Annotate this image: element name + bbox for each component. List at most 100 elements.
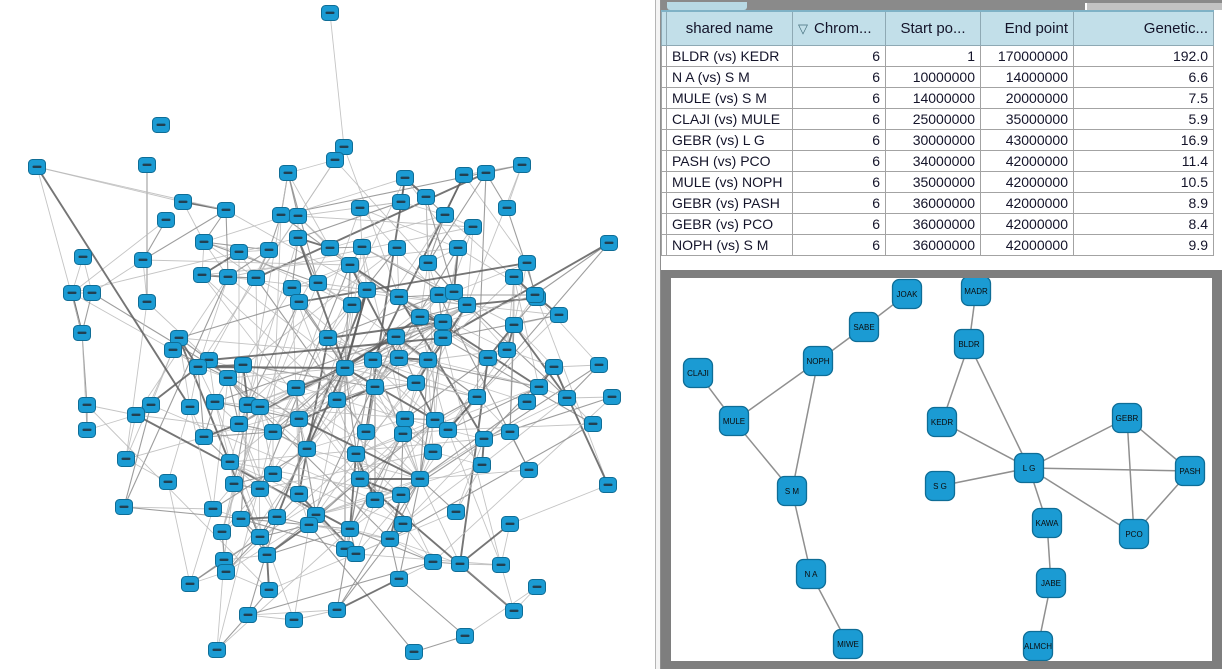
network-node-129[interactable] (300, 517, 318, 533)
network-node-151[interactable] (328, 602, 346, 618)
node-shape[interactable] (924, 470, 956, 502)
node-shape[interactable] (832, 628, 864, 660)
network-node-73[interactable] (479, 350, 497, 366)
network-node-84[interactable] (603, 389, 621, 405)
node-BLDR[interactable]: BLDR (953, 328, 985, 360)
network-node-105[interactable] (195, 429, 213, 445)
node-shape[interactable] (776, 475, 808, 507)
table-row[interactable]: MULE (vs) S M 6 14000000 20000000 7.5 (661, 86, 1214, 109)
network-node-57[interactable] (434, 314, 452, 330)
network-node-100[interactable] (475, 431, 493, 447)
network-node-132[interactable] (381, 531, 399, 547)
network-node-142[interactable] (456, 628, 474, 644)
network-node-29[interactable] (388, 240, 406, 256)
network-node-124[interactable] (115, 499, 133, 515)
network-node-34[interactable] (341, 257, 359, 273)
network-node-83[interactable] (558, 390, 576, 406)
network-node-99[interactable] (439, 422, 457, 438)
network-node-122[interactable] (447, 504, 465, 520)
network-node-53[interactable] (73, 325, 91, 341)
network-node-74[interactable] (545, 359, 563, 375)
network-node-40[interactable] (138, 294, 156, 310)
network-node-137[interactable] (424, 554, 442, 570)
node-shape[interactable] (848, 311, 880, 343)
network-node-82[interactable] (518, 394, 536, 410)
network-node-32[interactable] (74, 249, 92, 265)
node-GEBR[interactable]: GEBR (1111, 402, 1143, 434)
network-node-49[interactable] (445, 284, 463, 300)
node-PCO[interactable]: PCO (1118, 518, 1150, 550)
table-row[interactable]: N A (vs) S M 6 10000000 14000000 6.6 (661, 65, 1214, 88)
network-node-94[interactable] (290, 411, 308, 427)
network-node-10[interactable] (326, 152, 344, 168)
network-node-107[interactable] (347, 446, 365, 462)
network-node-20[interactable] (498, 200, 516, 216)
network-node-114[interactable] (351, 471, 369, 487)
network-node-141[interactable] (505, 603, 523, 619)
network-node-87[interactable] (127, 407, 145, 423)
network-node-97[interactable] (357, 424, 375, 440)
network-node-41[interactable] (193, 267, 211, 283)
network-node-45[interactable] (309, 275, 327, 291)
network-node-1[interactable] (335, 139, 353, 155)
node-shape[interactable] (1111, 402, 1143, 434)
network-node-35[interactable] (518, 255, 536, 271)
network-node-106[interactable] (298, 441, 316, 457)
network-node-76[interactable] (287, 380, 305, 396)
table-row[interactable]: NOPH (vs) S M 6 36000000 42000000 9.9 (661, 233, 1214, 256)
edge-BLDR-LG[interactable] (968, 343, 1030, 469)
network-node-15[interactable] (351, 200, 369, 216)
network-node-62[interactable] (434, 330, 452, 346)
network-node-21[interactable] (600, 235, 618, 251)
pane-splitter[interactable] (655, 0, 661, 669)
network-node-2[interactable] (152, 117, 170, 133)
column-header-chromosome[interactable]: ▽ Chrom... (792, 10, 886, 46)
network-node-0[interactable] (321, 5, 339, 21)
table-row[interactable]: GEBR (vs) PASH 6 36000000 42000000 8.9 (661, 191, 1214, 214)
network-node-9[interactable] (279, 165, 297, 181)
table-row[interactable]: PASH (vs) PCO 6 34000000 42000000 11.4 (661, 149, 1214, 172)
node-shape[interactable] (795, 558, 827, 590)
network-node-67[interactable] (234, 357, 252, 373)
network-node-101[interactable] (501, 424, 519, 440)
network-node-92[interactable] (230, 416, 248, 432)
scrollbar-fragment-right[interactable] (1085, 3, 1222, 10)
node-shape[interactable] (1118, 518, 1150, 550)
network-node-17[interactable] (417, 189, 435, 205)
node-NA[interactable]: N A (795, 558, 827, 590)
network-node-123[interactable] (501, 516, 519, 532)
network-node-78[interactable] (366, 379, 384, 395)
network-node-28[interactable] (353, 239, 371, 255)
network-node-119[interactable] (290, 486, 308, 502)
network-node-133[interactable] (213, 524, 231, 540)
node-MADR[interactable]: MADR (960, 278, 992, 307)
network-node-70[interactable] (364, 352, 382, 368)
network-node-8[interactable] (477, 165, 495, 181)
network-node-43[interactable] (247, 270, 265, 286)
network-node-55[interactable] (343, 297, 361, 313)
network-node-89[interactable] (206, 394, 224, 410)
network-node-115[interactable] (411, 471, 429, 487)
node-MULE[interactable]: MULE (718, 405, 750, 437)
node-JOAK[interactable]: JOAK (891, 278, 923, 310)
detail-network-canvas[interactable]: JOAK SABE NOPH CLAJI MULE S M N A MIWE MADR BLDR K… (671, 278, 1212, 661)
node-shape[interactable] (1013, 452, 1045, 484)
network-node-52[interactable] (550, 307, 568, 323)
network-node-30[interactable] (449, 240, 467, 256)
network-node-111[interactable] (599, 477, 617, 493)
network-node-56[interactable] (411, 309, 429, 325)
network-node-58[interactable] (505, 317, 523, 333)
network-node-38[interactable] (63, 285, 81, 301)
network-node-125[interactable] (204, 501, 222, 517)
network-node-144[interactable] (215, 552, 233, 568)
network-node-153[interactable] (208, 642, 226, 658)
network-node-127[interactable] (268, 509, 286, 525)
table-row[interactable]: MULE (vs) NOPH 6 35000000 42000000 10.5 (661, 170, 1214, 193)
network-node-14[interactable] (289, 208, 307, 224)
network-node-136[interactable] (347, 546, 365, 562)
network-node-91[interactable] (251, 399, 269, 415)
node-LG[interactable]: L G (1013, 452, 1045, 484)
network-node-48[interactable] (430, 287, 448, 303)
network-node-51[interactable] (526, 287, 544, 303)
node-SM[interactable]: S M (776, 475, 808, 507)
